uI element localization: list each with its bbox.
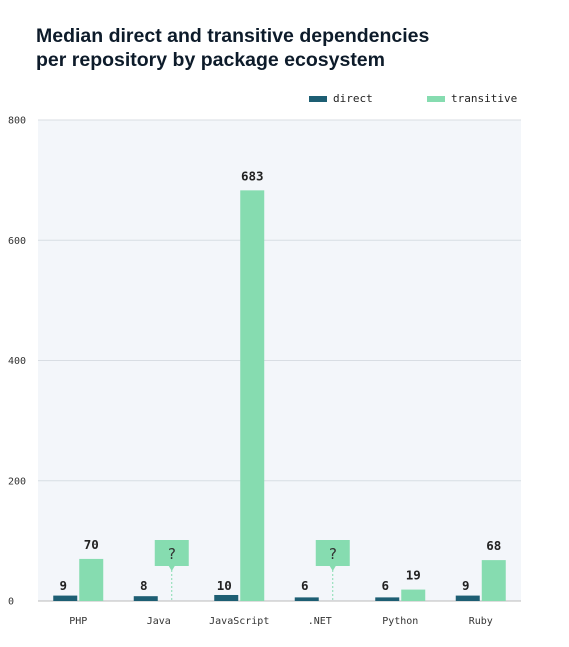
chart-legend: direct transitive xyxy=(0,92,569,106)
bar-direct xyxy=(133,596,158,601)
data-label-direct: 9 xyxy=(462,578,470,593)
data-label-transitive: 683 xyxy=(241,168,264,183)
x-tick-label: PHP xyxy=(69,616,87,627)
y-tick-label: 800 xyxy=(8,116,26,127)
legend-label-direct: direct xyxy=(333,92,373,105)
bar-direct xyxy=(214,594,239,601)
data-label-transitive: 19 xyxy=(406,568,421,583)
bar-direct xyxy=(294,597,319,601)
bar-direct xyxy=(53,595,78,601)
bar-transitive xyxy=(79,558,104,601)
x-tick-label: Ruby xyxy=(469,616,493,627)
data-label-direct: 8 xyxy=(140,578,148,593)
y-tick-label: 200 xyxy=(8,476,26,487)
chart-title-line-2: per repository by package ecosystem xyxy=(36,49,385,71)
legend-item-direct: direct xyxy=(309,92,373,105)
legend-label-transitive: transitive xyxy=(451,92,518,105)
x-tick-label: JavaScript xyxy=(209,616,269,627)
x-tick-label: Python xyxy=(382,616,418,627)
bar-transitive xyxy=(240,190,265,601)
legend-item-transitive: transitive xyxy=(427,92,517,105)
data-label-direct: 6 xyxy=(381,578,389,593)
y-tick-label: 0 xyxy=(8,597,14,608)
bar-transitive xyxy=(401,589,426,601)
data-label-transitive: 68 xyxy=(486,538,501,553)
bar-transitive xyxy=(481,560,506,601)
data-label-direct: 10 xyxy=(217,578,232,593)
bar-direct xyxy=(455,595,480,601)
data-label-direct: 9 xyxy=(59,578,67,593)
unknown-callout xyxy=(154,540,189,571)
chart-title-line-1: Median direct and transitive dependencie… xyxy=(36,25,430,47)
data-label-transitive: ? xyxy=(167,545,176,563)
y-tick-label: 600 xyxy=(8,236,26,247)
data-label-transitive: ? xyxy=(328,545,337,563)
y-tick-label: 400 xyxy=(8,356,26,367)
data-label-transitive: 70 xyxy=(84,537,99,552)
chart-title: Median direct and transitive dependencie… xyxy=(36,24,536,72)
legend-swatch-transitive xyxy=(427,95,445,102)
x-tick-label: Java xyxy=(147,616,171,627)
x-tick-label: .NET xyxy=(308,616,332,627)
bar-direct xyxy=(375,597,400,601)
data-label-direct: 6 xyxy=(301,578,309,593)
legend-swatch-direct xyxy=(309,95,327,102)
unknown-callout xyxy=(315,540,350,571)
